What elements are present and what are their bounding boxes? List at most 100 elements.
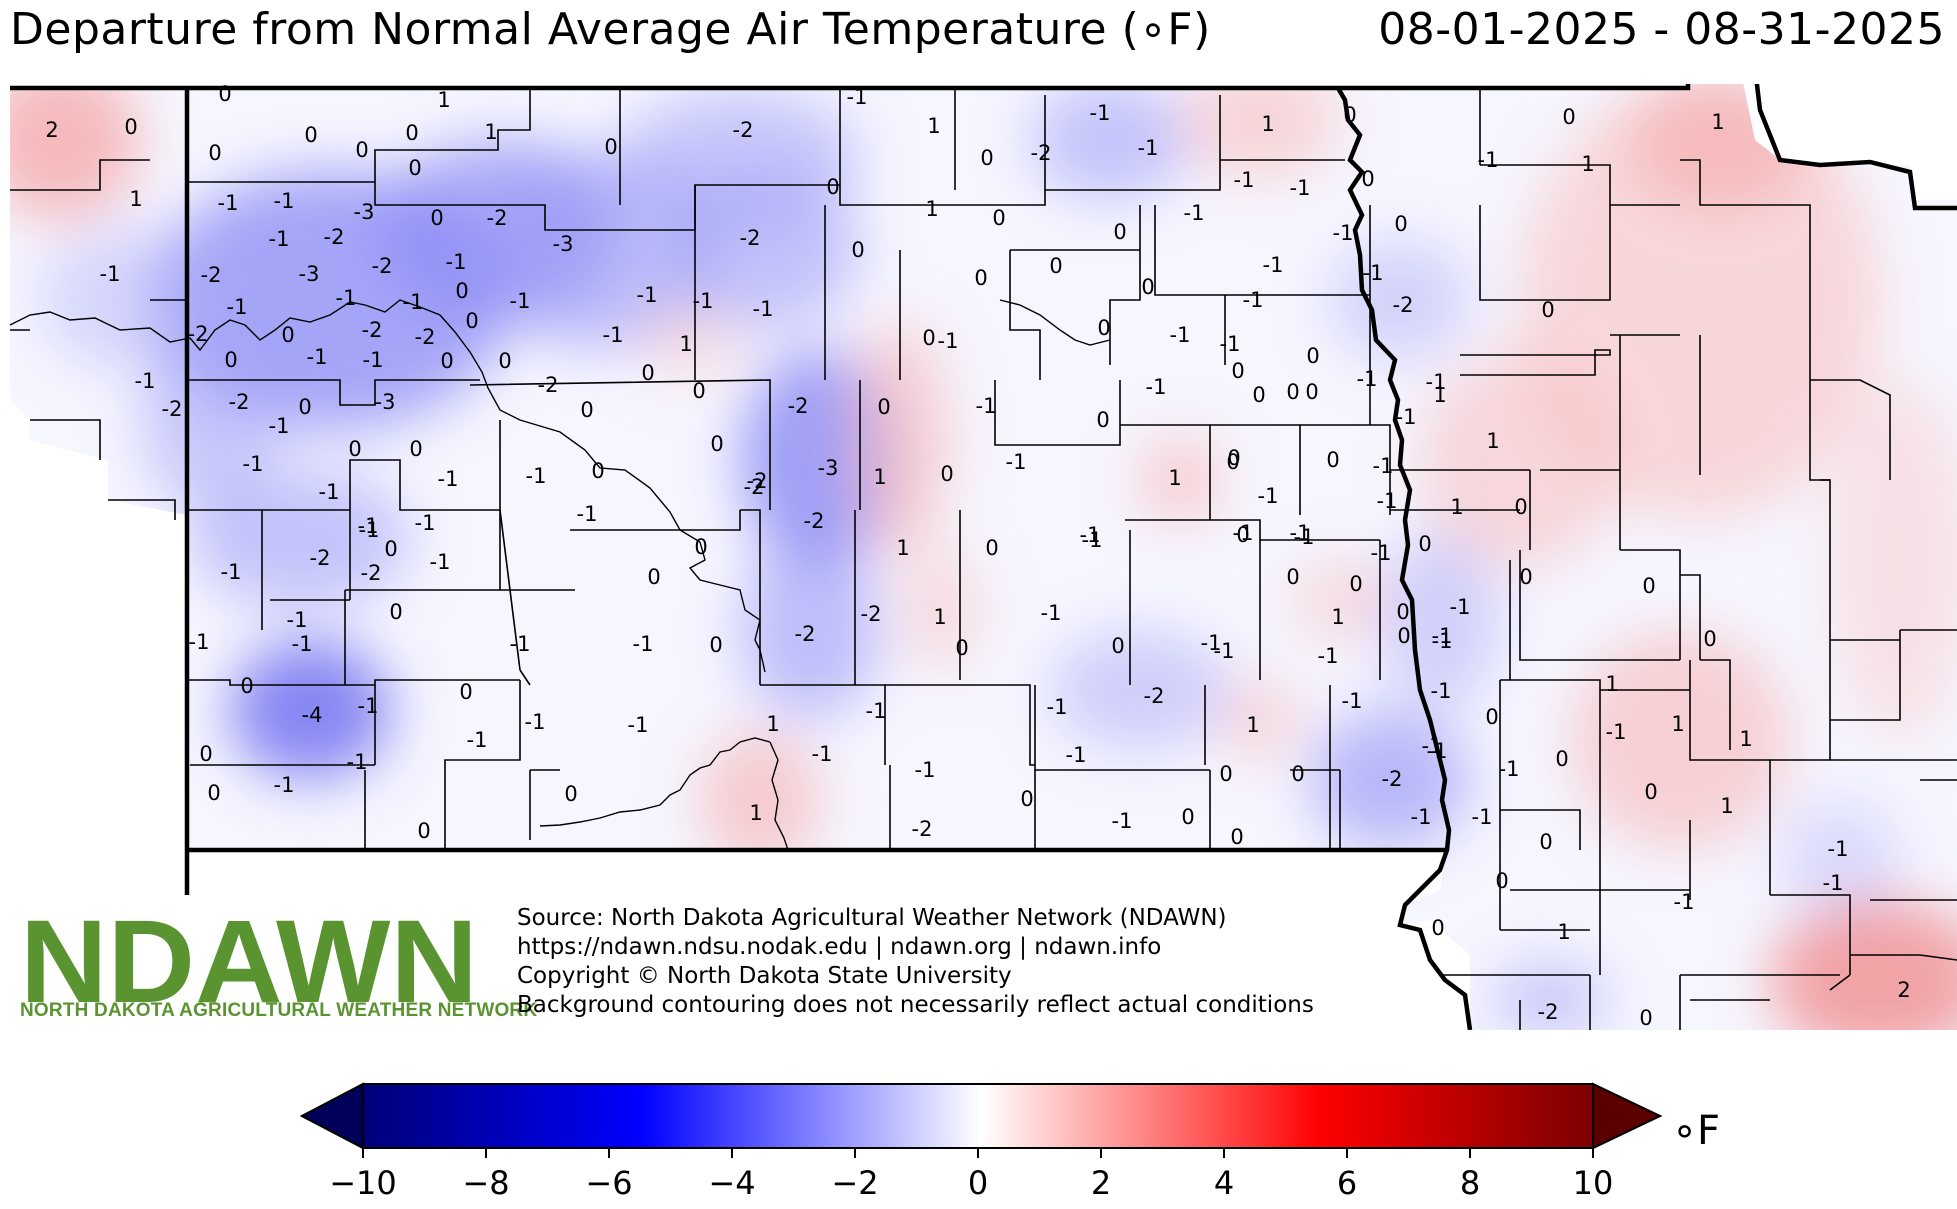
station-value: 0 (564, 782, 577, 806)
station-value: 0 (591, 459, 604, 483)
station-value: -1 (1606, 720, 1627, 744)
station-value: -1 (274, 189, 295, 213)
station-value: 0 (1639, 1006, 1652, 1030)
station-value: -1 (1432, 629, 1453, 653)
station-value: -1 (1082, 528, 1103, 552)
logo-wordmark: NDAWN (20, 900, 478, 1028)
station-value: 0 (1305, 380, 1318, 404)
station-value: 0 (1096, 408, 1109, 432)
station-value: -2 (372, 254, 393, 278)
station-value: 1 (484, 120, 497, 144)
station-value: -2 (538, 373, 559, 397)
station-value: -1 (100, 262, 121, 286)
station-value: -1 (1201, 631, 1222, 655)
station-value: -1 (1318, 644, 1339, 668)
station-value: -2 (362, 318, 383, 342)
station-value: 0 (694, 535, 707, 559)
station-value: 0 (1396, 600, 1409, 624)
station-value: 1 (129, 187, 142, 211)
station-value: 0 (281, 323, 294, 347)
station-value: 0 (1495, 869, 1508, 893)
station-value: -1 (1184, 201, 1205, 225)
station-value: 1 (927, 114, 940, 138)
station-value: 0 (1397, 624, 1410, 648)
station-value: -1 (319, 480, 340, 504)
station-value: 0 (417, 819, 430, 843)
station-value: -2 (744, 475, 765, 499)
station-value: 1 (1450, 495, 1463, 519)
station-value: 1 (1246, 713, 1259, 737)
station-value: 0 (851, 238, 864, 262)
station-value: 0 (1349, 572, 1362, 596)
contour-background (10, 84, 1957, 1030)
station-value: 0 (1291, 762, 1304, 786)
station-value: -1 (1294, 525, 1315, 549)
colorbar-unit: ∘F (1672, 1108, 1721, 1154)
station-value: 0 (124, 115, 137, 139)
station-value: -1 (269, 414, 290, 438)
station-value: -1 (1290, 176, 1311, 200)
station-value: -1 (1342, 689, 1363, 713)
station-value: -1 (403, 290, 424, 314)
station-value: -1 (812, 742, 833, 766)
station-value: -2 (804, 509, 825, 533)
temperature-departure-map: 0 1 -12 0 0 0 1 -2 1-1 1 0 0 10 000 0 -2 -1 -1 1-1 -1 01 -1 -1… (9, 84, 1957, 1030)
station-value: -2 (788, 394, 809, 418)
station-value: 0 (647, 565, 660, 589)
station-value: 0 (1097, 316, 1110, 340)
station-value: -1 (1422, 734, 1443, 758)
station-value: -1 (359, 518, 380, 542)
county-boundaries (10, 88, 1957, 1030)
station-value: -2 (229, 390, 250, 414)
station-value: 0 (692, 379, 705, 403)
station-value: -1 (637, 283, 658, 307)
station-value: 1 (1739, 727, 1752, 751)
station-value: 0 (208, 141, 221, 165)
colorbar-ticks: −10 −8 −6 −4 −2 0 2 4 6 8 10 (329, 1148, 1613, 1202)
station-value: -3 (818, 456, 839, 480)
station-value: -1 (1396, 405, 1417, 429)
station-value: 0 (1252, 383, 1265, 407)
colorbar-tick-label: −6 (585, 1164, 632, 1202)
station-value: 0 (641, 361, 654, 385)
station-value: -1 (938, 329, 959, 353)
station-value: 0 (1343, 103, 1356, 127)
station-value: 1 (1331, 605, 1344, 629)
station-value: 2 (1897, 978, 1910, 1002)
station-value: 1 (1720, 794, 1733, 818)
station-value: 1 (1261, 112, 1274, 136)
station-value: 0 (1231, 359, 1244, 383)
source-line-1: Source: North Dakota Agricultural Weathe… (517, 905, 1227, 931)
station-value: 1 (1486, 429, 1499, 453)
station-value: 0 (1049, 254, 1062, 278)
station-value: 1 (873, 465, 886, 489)
station-value: 0 (408, 156, 421, 180)
station-value: -1 (358, 694, 379, 718)
station-value: 0 (1394, 212, 1407, 236)
station-value: 0 (1361, 167, 1374, 191)
station-value: 0 (1286, 380, 1299, 404)
station-value: 0 (199, 742, 212, 766)
station-value: 0 (348, 437, 361, 461)
station-value: -1 (336, 286, 357, 310)
station-value: 0 (1219, 762, 1232, 786)
station-value: -2 (1144, 684, 1165, 708)
station-value: 0 (1113, 220, 1126, 244)
station-value: -1 (189, 630, 210, 654)
station-value: -1 (1170, 323, 1191, 347)
colorbar-tick-label: −10 (329, 1164, 397, 1202)
station-value: -2 (740, 226, 761, 250)
station-value: -1 (847, 85, 868, 109)
station-value: -1 (1146, 375, 1167, 399)
colorbar-tick-label: 10 (1573, 1164, 1614, 1202)
station-value: -1 (603, 323, 624, 347)
station-value: 0 (498, 349, 511, 373)
station-value: 0 (240, 674, 253, 698)
station-value: 0 (709, 633, 722, 657)
station-value: -1 (1426, 370, 1447, 394)
station-value: -1 (347, 750, 368, 774)
station-value: -1 (269, 227, 290, 251)
station-value: -2 (1031, 141, 1052, 165)
station-value: -1 (218, 191, 239, 215)
station-value: 0 (1485, 705, 1498, 729)
